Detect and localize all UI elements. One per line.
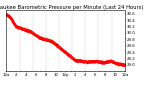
Title: Milwaukee Barometric Pressure per Minute (Last 24 Hours): Milwaukee Barometric Pressure per Minute… xyxy=(0,5,143,10)
